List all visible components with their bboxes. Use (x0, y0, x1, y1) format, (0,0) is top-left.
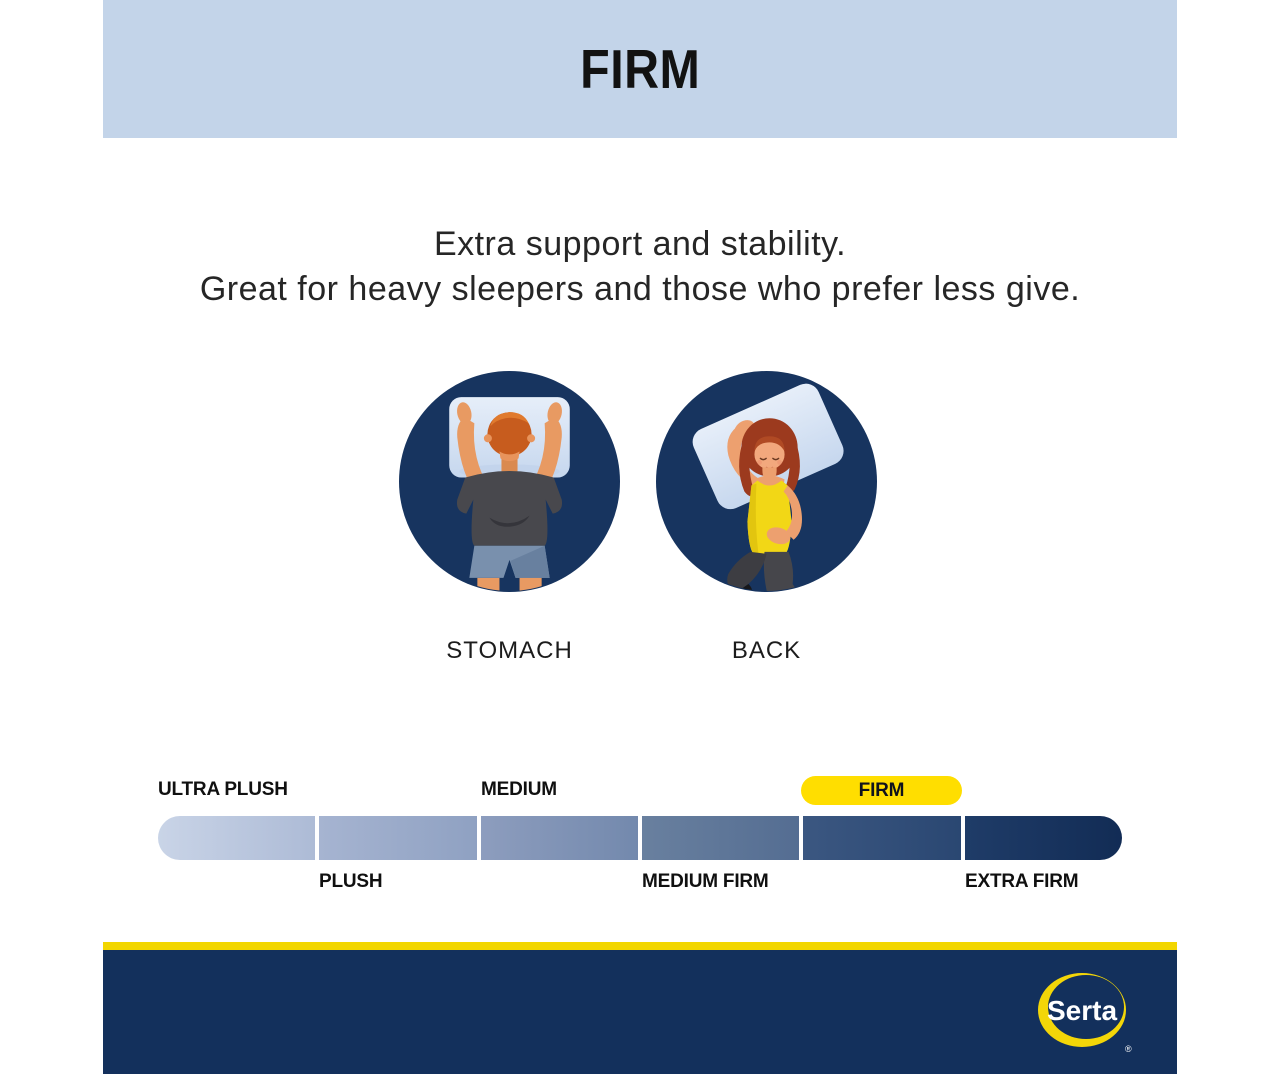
serta-logo-text: Serta (1047, 995, 1117, 1026)
scale-segment-ultra-plush (158, 816, 316, 860)
footer-accent-line (103, 942, 1177, 950)
description-text: Extra support and stability. Great for h… (0, 222, 1280, 312)
serta-logo: Serta ® (1038, 973, 1132, 1054)
firm-selected-pill: FIRM (801, 776, 962, 805)
footer-band: Serta ® (103, 950, 1177, 1074)
man-figure (456, 402, 563, 591)
back-label: BACK (731, 637, 802, 664)
scale-label-plush: PLUSH (319, 871, 383, 892)
scale-label-firm: FIRM (858, 779, 905, 801)
scale-segment-medium-firm (641, 816, 800, 860)
description-line-1: Extra support and stability. (433, 225, 847, 263)
description-line-2: Great for heavy sleepers and those who p… (199, 270, 1081, 308)
firmness-scale-bar (158, 816, 1122, 860)
scale-segment-firm (803, 816, 961, 860)
scale-segment-medium (480, 816, 638, 860)
header-band: FIRM (103, 0, 1177, 138)
scale-segment-extra-firm (964, 816, 1122, 860)
scale-segment-plush (319, 816, 477, 860)
scale-label-extra-firm: EXTRA FIRM (965, 871, 1079, 892)
woman-figure (727, 418, 802, 591)
stomach-label: STOMACH (446, 637, 573, 664)
scale-label-medium-firm: MEDIUM FIRM (642, 871, 769, 892)
stomach-sleeper-illustration (399, 371, 620, 592)
scale-label-ultra-plush: ULTRA PLUSH (158, 779, 288, 800)
back-sleeper-illustration (656, 371, 877, 592)
registered-trademark-symbol: ® (1125, 1044, 1132, 1054)
page-title: FIRM (579, 38, 701, 100)
scale-label-medium: MEDIUM (481, 779, 557, 800)
